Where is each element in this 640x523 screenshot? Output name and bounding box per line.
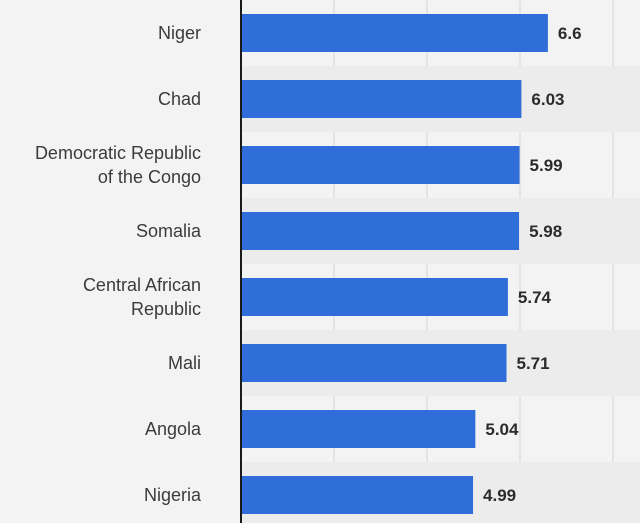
- value-label: 5.98: [529, 222, 562, 241]
- category-label: Angola: [145, 419, 202, 439]
- category-label: Nigeria: [144, 485, 202, 505]
- bar: [241, 278, 508, 316]
- bar: [241, 476, 474, 514]
- value-label: 4.99: [483, 486, 516, 505]
- value-label: 5.99: [530, 156, 563, 175]
- bar: [241, 344, 507, 382]
- category-label: Central African Republic: [83, 275, 201, 319]
- category-label: Mali: [168, 353, 201, 373]
- value-labels: 6.6 6.03 5.99 5.98 5.74 5.71 5.04 4.99: [483, 24, 582, 505]
- bar: [241, 212, 520, 250]
- value-label: 5.74: [518, 288, 552, 307]
- category-label: Niger: [158, 23, 201, 43]
- category-labels: Niger Chad Democratic Republic of the Congo…: [35, 23, 202, 505]
- bar: [241, 146, 520, 184]
- bars: [241, 14, 548, 514]
- value-label: 5.71: [517, 354, 550, 373]
- bar: [241, 410, 476, 448]
- category-label: Democratic Republic of the Congo: [35, 143, 201, 187]
- category-label: Somalia: [136, 221, 202, 241]
- bar: [241, 14, 548, 52]
- bar: [241, 80, 522, 118]
- category-label: Chad: [158, 89, 201, 109]
- value-label: 6.03: [531, 90, 564, 109]
- value-label: 5.04: [485, 420, 519, 439]
- value-label: 6.6: [558, 24, 582, 43]
